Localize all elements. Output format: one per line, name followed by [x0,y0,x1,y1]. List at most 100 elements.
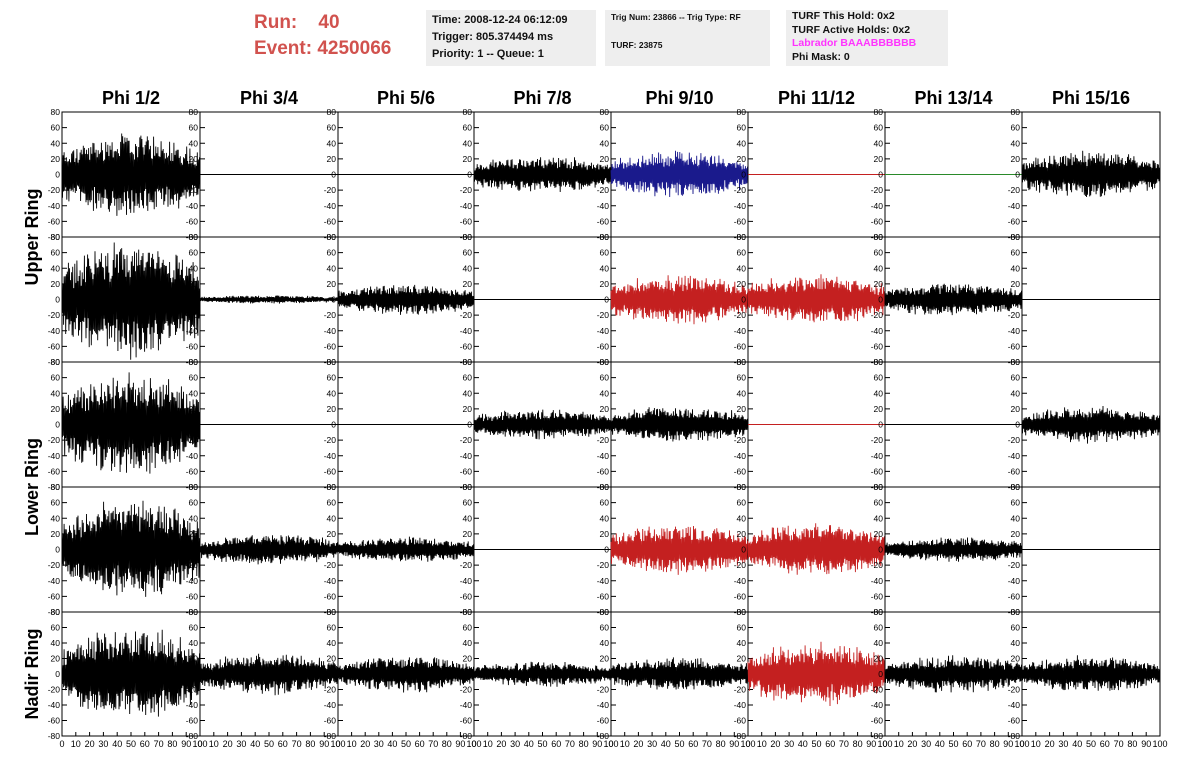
y-tick-label: -40 [324,201,337,211]
x-tick-label: 50 [401,739,411,749]
x-tick-label: 20 [360,739,370,749]
y-tick-label: 20 [463,154,473,164]
y-tick-label: 40 [1011,388,1021,398]
x-tick-label: 80 [167,739,177,749]
y-tick-label: 0 [604,545,609,555]
y-tick-label: -40 [186,576,199,586]
y-tick-label: 60 [51,123,61,133]
x-tick-label: 30 [921,739,931,749]
y-tick-label: 20 [1011,154,1021,164]
y-tick-label: -60 [1008,591,1021,601]
y-tick-label: -20 [48,560,61,570]
y-tick-label: 60 [1011,123,1021,133]
y-tick-label: 0 [55,170,60,180]
x-tick-label: 10 [347,739,357,749]
y-tick-label: 80 [327,232,337,242]
x-tick-label: 40 [798,739,808,749]
y-tick-label: -80 [48,731,61,741]
y-tick-label: -20 [1008,185,1021,195]
x-tick-label: 40 [661,739,671,749]
y-tick-label: -60 [48,716,61,726]
y-tick-label: -40 [1008,201,1021,211]
x-tick-label: 0 [471,739,476,749]
y-tick-label: -20 [597,310,610,320]
y-tick-label: -60 [324,216,337,226]
waveform-trace [200,535,338,564]
waveform-trace [611,657,748,689]
y-tick-label: 20 [600,404,610,414]
y-tick-label: -20 [1008,310,1021,320]
y-tick-label: -40 [186,326,199,336]
y-tick-label: -20 [734,435,747,445]
y-tick-label: 40 [874,638,884,648]
y-tick-label: -20 [871,310,884,320]
y-tick-label: 0 [741,170,746,180]
y-tick-label: -60 [734,341,747,351]
x-tick-label: 0 [197,739,202,749]
y-tick-label: 80 [189,607,199,617]
y-tick-label: 0 [1015,420,1020,430]
y-tick-label: -20 [597,560,610,570]
waveform-trace [748,523,885,575]
y-tick-label: 40 [327,388,337,398]
y-tick-label: -20 [1008,685,1021,695]
y-tick-label: 20 [51,404,61,414]
y-tick-label: 80 [189,107,199,117]
column-title: Phi 15/16 [1052,88,1130,108]
y-tick-label: -40 [48,576,61,586]
x-tick-label: 10 [209,739,219,749]
y-tick-label: 60 [737,123,747,133]
x-tick-label: 60 [140,739,150,749]
y-tick-label: 0 [604,170,609,180]
waveform-trace [885,284,1022,315]
y-tick-label: -60 [1008,341,1021,351]
x-tick-label: 60 [825,739,835,749]
x-tick-label: 50 [537,739,547,749]
x-tick-label: 0 [882,739,887,749]
x-tick-label: 0 [59,739,64,749]
x-tick-label: 70 [428,739,438,749]
x-tick-label: 80 [305,739,315,749]
y-tick-label: -80 [1008,731,1021,741]
y-tick-label: -60 [597,216,610,226]
waveform-trace [338,285,474,315]
y-tick-label: -20 [1008,560,1021,570]
y-tick-label: -60 [734,591,747,601]
y-tick-label: 20 [327,654,337,664]
y-tick-label: -40 [871,326,884,336]
y-tick-label: 40 [874,263,884,273]
y-tick-label: 60 [600,123,610,133]
y-tick-label: -20 [48,435,61,445]
y-tick-label: 20 [1011,404,1021,414]
y-tick-label: 0 [467,545,472,555]
y-tick-label: 0 [55,545,60,555]
y-tick-label: 80 [327,482,337,492]
y-tick-label: 40 [189,138,199,148]
y-tick-label: -20 [1008,435,1021,445]
y-tick-label: 80 [327,357,337,367]
y-tick-label: 60 [327,248,337,258]
y-tick-label: -40 [324,451,337,461]
x-tick-label: 30 [647,739,657,749]
y-tick-label: 20 [463,404,473,414]
y-tick-label: -60 [48,341,61,351]
y-tick-label: -20 [460,310,473,320]
y-tick-label: 60 [51,498,61,508]
y-tick-label: -20 [460,560,473,570]
x-tick-label: 30 [374,739,384,749]
y-tick-label: 80 [1011,357,1021,367]
y-tick-label: 40 [737,513,747,523]
y-tick-label: 80 [1011,107,1021,117]
y-tick-label: 60 [51,248,61,258]
y-tick-label: 60 [600,623,610,633]
y-tick-label: 40 [737,638,747,648]
y-tick-label: -60 [734,466,747,476]
y-tick-label: 60 [327,123,337,133]
y-tick-label: -40 [460,451,473,461]
x-tick-label: 40 [1072,739,1082,749]
y-tick-label: 40 [600,263,610,273]
waveform-trace [62,501,200,597]
x-tick-label: 20 [223,739,233,749]
y-tick-label: 0 [331,170,336,180]
